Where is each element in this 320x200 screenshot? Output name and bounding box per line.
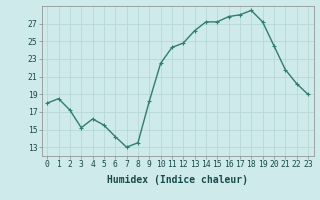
X-axis label: Humidex (Indice chaleur): Humidex (Indice chaleur) xyxy=(107,175,248,185)
